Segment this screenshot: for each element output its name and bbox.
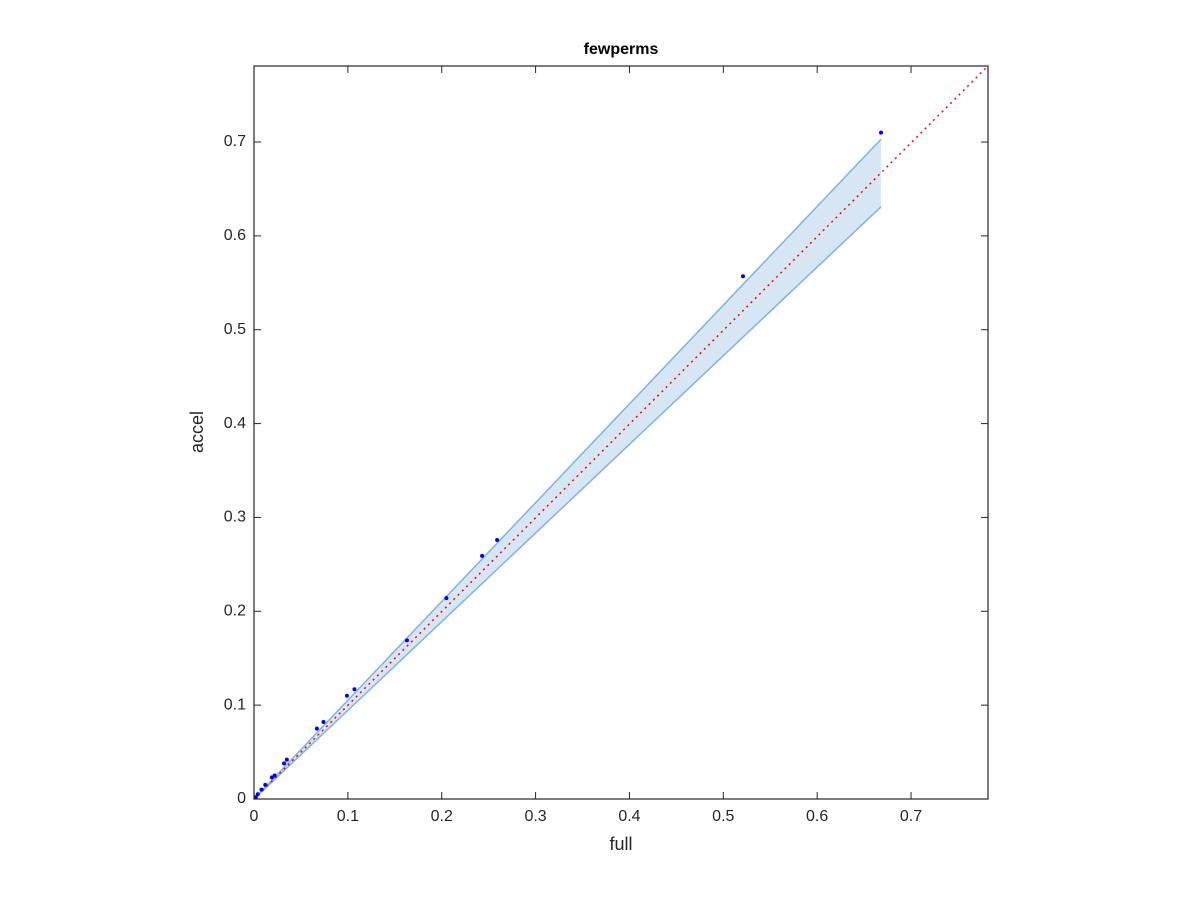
data-point: [255, 792, 260, 797]
x-tick-label: 0.7: [900, 808, 922, 825]
x-tick-label: 0.5: [712, 808, 734, 825]
x-tick-label: 0.1: [337, 808, 359, 825]
x-tick-label: 0.3: [524, 808, 546, 825]
reference-line: [253, 65, 989, 800]
chart-title: fewperms: [584, 41, 659, 58]
data-point: [282, 761, 287, 766]
data-point: [741, 274, 746, 279]
data-point: [269, 775, 274, 780]
x-tick-label: 0.2: [431, 808, 453, 825]
data-point: [344, 693, 349, 698]
x-tick-label: 0.6: [806, 808, 828, 825]
x-tick-label: 0: [250, 808, 259, 825]
data-point: [259, 787, 264, 792]
data-point: [444, 596, 449, 601]
x-axis-label: full: [609, 834, 632, 854]
y-tick-label: 0.7: [224, 133, 246, 150]
y-tick-label: 0.4: [224, 415, 246, 432]
data-point: [321, 720, 326, 725]
data-point: [314, 726, 319, 731]
x-tick-label: 0.4: [618, 808, 640, 825]
y-axis-label: accel: [187, 411, 207, 453]
y-tick-label: 0.2: [224, 603, 246, 620]
y-tick-label: 0.1: [224, 696, 246, 713]
data-point: [352, 687, 357, 692]
axes-box: [253, 65, 989, 800]
data-point: [272, 773, 277, 778]
y-tick-label: 0.6: [224, 227, 246, 244]
y-tick-label: 0.5: [224, 321, 246, 338]
y-tick-label: 0: [237, 790, 246, 807]
y-tick-label: 0.3: [224, 509, 246, 526]
band-lower-edge: [253, 206, 882, 800]
data-point: [480, 553, 485, 558]
band-upper-edge: [253, 138, 882, 800]
data-point: [253, 795, 258, 800]
data-point: [284, 757, 289, 762]
data-point: [495, 537, 500, 542]
data-point: [263, 782, 268, 787]
data-point: [404, 638, 409, 643]
data-point: [878, 130, 883, 135]
